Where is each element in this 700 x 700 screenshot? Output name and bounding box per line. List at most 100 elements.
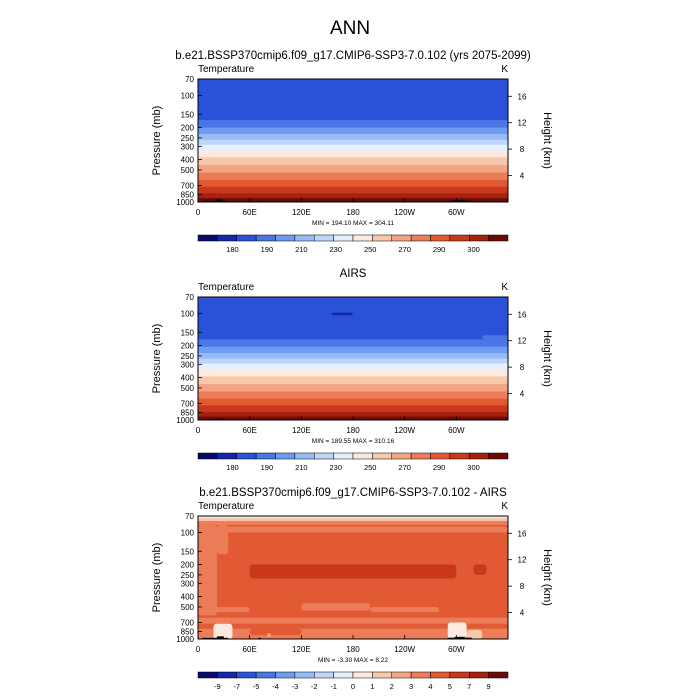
y-tick-label: 1000 — [176, 635, 194, 644]
contour-band — [198, 79, 508, 121]
colorbar-label: 250 — [364, 463, 377, 472]
y-tick-label: 100 — [181, 528, 195, 537]
colorbar-swatch — [391, 234, 412, 242]
variable-label: Temperature — [198, 501, 255, 512]
x-tick-label: 120E — [292, 645, 311, 654]
terrain-mask — [258, 200, 260, 202]
contour-feature — [198, 524, 217, 616]
colorbar-swatch — [197, 671, 218, 679]
height-tick-label: 16 — [518, 92, 527, 101]
contour-band — [198, 391, 508, 400]
contour-band — [198, 411, 508, 418]
y-tick-label: 250 — [181, 134, 195, 143]
colorbar-label: -4 — [272, 682, 279, 691]
colorbar-swatch — [217, 671, 237, 679]
panel-title: AIRS — [340, 268, 367, 280]
contour-band — [198, 339, 508, 348]
colorbar-label: 290 — [433, 463, 446, 472]
contour-band — [198, 165, 508, 174]
colorbar-swatch — [217, 452, 237, 460]
colorbar-swatch — [449, 234, 470, 242]
colorbar-swatch — [333, 234, 354, 242]
x-tick-label: 0 — [196, 208, 201, 217]
units-label: K — [501, 501, 508, 512]
colorbar-label: -5 — [253, 682, 260, 691]
colorbar-label: 290 — [433, 245, 446, 254]
colorbar-label: 230 — [330, 463, 343, 472]
contour-field — [198, 79, 508, 202]
height-tick-label: 8 — [520, 582, 525, 591]
contour-band — [198, 369, 508, 377]
contour-band — [198, 172, 508, 181]
y-tick-label: 250 — [181, 571, 195, 580]
x-tick-label: 0 — [196, 645, 201, 654]
y-tick-label: 200 — [181, 124, 195, 133]
y2-axis-label: Height (km) — [541, 330, 553, 387]
x-tick-label: 180 — [346, 426, 360, 435]
colorbar-label: 210 — [295, 245, 308, 254]
chart-panel-3: b.e21.BSSP370cmip6.f09_g17.CMIP6-SSP3-7.… — [151, 487, 553, 691]
contour-field — [198, 516, 508, 639]
contour-band — [198, 521, 508, 526]
colorbar-swatch — [255, 234, 276, 242]
colorbar-label: 7 — [467, 682, 471, 691]
x-tick-label: 120E — [292, 426, 311, 435]
contour-band — [198, 193, 508, 199]
y-tick-label: 150 — [181, 110, 195, 119]
colorbar-swatch — [430, 234, 451, 242]
colorbar-swatch — [197, 452, 218, 460]
colorbar-label: -3 — [292, 682, 299, 691]
colorbar-label: 250 — [364, 245, 377, 254]
colorbar-swatch — [275, 234, 296, 242]
colorbar-label: 270 — [398, 245, 411, 254]
y-tick-label: 70 — [185, 75, 194, 84]
y-axis-label: Pressure (mb) — [151, 324, 163, 394]
colorbar: 180 190 210 230 250 270 290 300 — [197, 234, 509, 254]
y-tick-label: 70 — [185, 512, 194, 521]
colorbar-label: 190 — [261, 245, 274, 254]
colorbar-swatch — [372, 452, 392, 460]
contour-feature — [249, 564, 457, 579]
contour-band — [198, 363, 508, 370]
colorbar-label: 1 — [370, 682, 374, 691]
colorbar-swatch — [430, 452, 451, 460]
contour-band — [198, 186, 508, 194]
y-axis-label: Pressure (mb) — [151, 543, 163, 613]
contour-band — [198, 384, 508, 392]
units-label: K — [501, 282, 508, 293]
terrain-mask — [202, 637, 229, 639]
colorbar-swatch — [236, 452, 257, 460]
colorbar-label: 180 — [226, 245, 239, 254]
contour-feature — [198, 606, 250, 613]
colorbar-label: 5 — [448, 682, 452, 691]
y-axis-label: Pressure (mb) — [151, 106, 163, 176]
units-label: K — [501, 64, 508, 75]
colorbar-swatch — [294, 671, 315, 679]
contour-feature — [466, 629, 483, 639]
panel-title: b.e21.BSSP370cmip6.f09_g17.CMIP6-SSP3-7.… — [175, 50, 531, 62]
contour-band — [198, 346, 508, 354]
contour-feature — [216, 524, 229, 555]
x-tick-label: 120W — [394, 208, 415, 217]
colorbar-label: 300 — [467, 245, 480, 254]
colorbar-label: -2 — [311, 682, 318, 691]
panel-title: b.e21.BSSP370cmip6.f09_g17.CMIP6-SSP3-7.… — [199, 487, 507, 499]
colorbar-swatch — [372, 234, 392, 242]
contour-band — [198, 628, 508, 639]
colorbar-swatch — [391, 452, 412, 460]
colorbar-label: 180 — [226, 463, 239, 472]
contour-feature — [249, 628, 302, 636]
contour-band — [198, 150, 508, 158]
y-tick-label: 400 — [181, 374, 195, 383]
height-tick-label: 8 — [520, 145, 525, 154]
contour-band — [198, 297, 508, 340]
contour-feature — [482, 335, 508, 340]
contour-feature — [266, 633, 272, 638]
y-tick-label: 150 — [181, 328, 195, 337]
contour-feature — [456, 562, 474, 578]
y-tick-label: 300 — [181, 579, 195, 588]
height-tick-label: 4 — [520, 609, 525, 618]
chart-panel-1: b.e21.BSSP370cmip6.f09_g17.CMIP6-SSP3-7.… — [151, 50, 553, 254]
colorbar-label: 9 — [487, 682, 491, 691]
